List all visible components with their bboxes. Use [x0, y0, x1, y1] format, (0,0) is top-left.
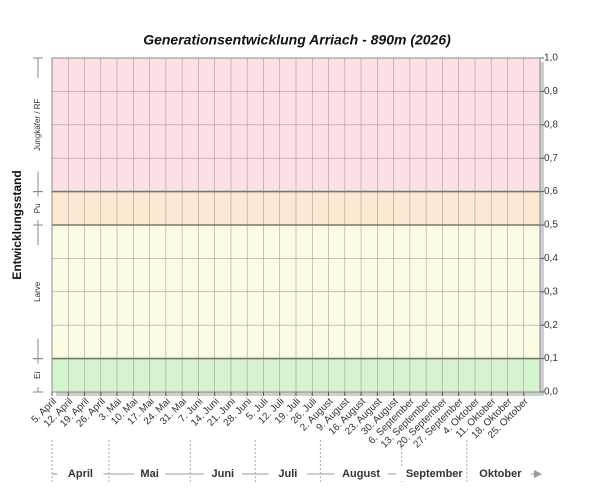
- y-tick-label: 0,7: [544, 153, 558, 164]
- stage-label-bg: [31, 363, 45, 387]
- month-label: Juli: [278, 468, 297, 480]
- y-tick-label: 0,9: [544, 86, 558, 97]
- stage-label: Jungkäfer / RF: [33, 98, 42, 151]
- month-label-bg: [396, 467, 473, 481]
- stage-label: Pu: [33, 203, 42, 213]
- y-tick-label: 0,2: [544, 320, 558, 331]
- y-tick-label: 0,5: [544, 220, 558, 231]
- chart-title: Generationsentwicklung Arriach - 890m (2…: [143, 32, 451, 48]
- y-tick-label: 0,6: [544, 186, 558, 197]
- stage-label-bg: [31, 245, 45, 339]
- stage-label-bg: [31, 196, 45, 220]
- y-tick-label: 1,0: [544, 53, 558, 64]
- stage-label: Larve: [33, 281, 42, 302]
- month-label: Juni: [211, 468, 234, 480]
- month-label: April: [68, 468, 93, 480]
- month-label: September: [406, 468, 464, 480]
- month-label: Mai: [140, 468, 158, 480]
- y-tick-label: 0,8: [544, 119, 558, 130]
- month-label-bg: [268, 467, 308, 481]
- month-label-bg: [57, 467, 104, 481]
- stage-label-bg: [31, 78, 45, 172]
- month-label-bg: [203, 467, 242, 481]
- stage-label: Ei: [33, 372, 42, 379]
- month-label: August: [342, 468, 380, 480]
- month-label-bg: [469, 467, 531, 481]
- y-tick-label: 0,1: [544, 353, 558, 364]
- y-tick-label: 0,0: [544, 387, 558, 398]
- y-tick-label: 0,3: [544, 286, 558, 297]
- month-label: Oktober: [479, 468, 522, 480]
- y-tick-label: 0,4: [544, 253, 558, 264]
- month-axis-arrow: [534, 470, 542, 478]
- month-label-bg: [134, 467, 165, 481]
- month-label-bg: [334, 467, 388, 481]
- y-axis-title: Entwicklungsstand: [10, 170, 24, 279]
